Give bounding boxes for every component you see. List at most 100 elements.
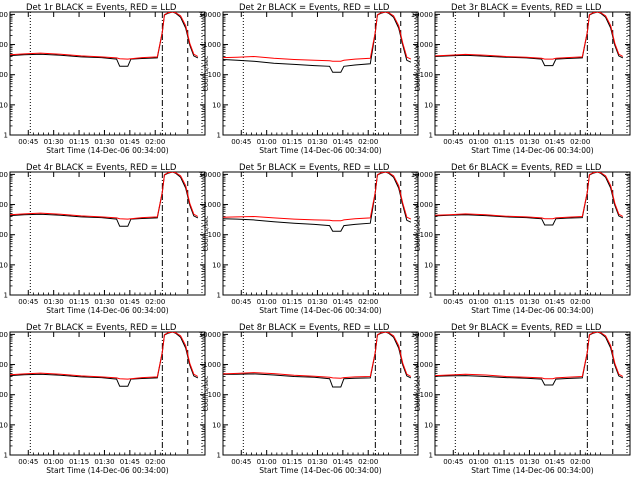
y-tick-label: 1 bbox=[217, 132, 221, 140]
plot-frame bbox=[222, 331, 419, 456]
y-tick-label: 100 bbox=[208, 71, 221, 79]
y-axis-label: Counts/sec bbox=[202, 375, 210, 411]
y-axis-label: Counts/sec bbox=[202, 215, 210, 251]
x-tick-label: 02:00 bbox=[570, 458, 590, 466]
x-tick-label: 01:30 bbox=[94, 298, 114, 306]
x-tick-label: 02:00 bbox=[358, 298, 378, 306]
y-tick-label: 1000 bbox=[203, 201, 221, 209]
y-tick-label: 10 bbox=[212, 261, 221, 269]
y-tick-label: 10 bbox=[212, 421, 221, 429]
x-tick-label: 01:30 bbox=[94, 138, 114, 146]
panel-title: Det 4r BLACK = Events, RED = LLD bbox=[26, 163, 177, 173]
series-lld-line bbox=[223, 172, 412, 222]
plot-frame bbox=[9, 11, 206, 136]
y-axis-label: Counts/sec bbox=[202, 55, 210, 91]
y-tick-label: 1 bbox=[4, 292, 8, 300]
x-tick-label: 01:15 bbox=[494, 298, 514, 306]
x-tick-label: 01:00 bbox=[469, 138, 489, 146]
y-tick-label: 10000 bbox=[199, 171, 221, 179]
x-tick-label: 01:45 bbox=[120, 458, 140, 466]
x-tick-label: 01:00 bbox=[469, 458, 489, 466]
x-tick-label: 01:30 bbox=[44, 138, 64, 146]
y-tick-label: 10 bbox=[0, 261, 8, 269]
x-tick-label: 01:15 bbox=[494, 138, 514, 146]
x-axis-label: Start Time (14-Dec-06 00:34:00) bbox=[259, 146, 381, 155]
x-tick-label: 00:45 bbox=[18, 138, 38, 146]
series-events-line bbox=[435, 12, 624, 67]
plot-frame bbox=[9, 171, 206, 296]
y-tick-label: 1000 bbox=[415, 41, 433, 49]
x-tick-label: 00:45 bbox=[18, 458, 38, 466]
series-events-line bbox=[10, 332, 199, 387]
x-axis-label: Start Time (14-Dec-06 00:34:00) bbox=[46, 466, 168, 475]
series-lld-line bbox=[10, 332, 199, 380]
y-tick-label: 1 bbox=[217, 292, 221, 300]
plot-frame bbox=[434, 171, 631, 296]
x-tick-label: 01:45 bbox=[333, 298, 353, 306]
y-tick-label: 100 bbox=[420, 71, 433, 79]
x-tick-label: 01:30 bbox=[307, 458, 327, 466]
y-tick-label: 10 bbox=[424, 421, 433, 429]
x-tick-label: 01:45 bbox=[545, 138, 565, 146]
x-tick-label: 01:00 bbox=[44, 458, 64, 466]
x-tick-label: 00:45 bbox=[231, 298, 251, 306]
x-tick-label: 01:45 bbox=[333, 458, 353, 466]
y-tick-label: 10000 bbox=[199, 11, 221, 19]
x-tick-label: 01:30 bbox=[519, 298, 539, 306]
x-tick-label: 01:15 bbox=[69, 298, 89, 306]
x-tick-label: 00:45 bbox=[443, 138, 463, 146]
x-tick-label: 02:00 bbox=[145, 458, 165, 466]
y-tick-label: 10000 bbox=[0, 11, 8, 19]
plot-frame bbox=[222, 11, 419, 136]
y-tick-label: 100 bbox=[420, 231, 433, 239]
y-tick-label: 1000 bbox=[0, 201, 8, 209]
x-tick-label: 01:00 bbox=[469, 298, 489, 306]
series-lld-line bbox=[10, 172, 199, 220]
x-tick-label: 01:00 bbox=[257, 298, 277, 306]
x-tick-label: 01:00 bbox=[257, 138, 277, 146]
x-tick-label: 01:45 bbox=[545, 458, 565, 466]
series-events-line bbox=[435, 332, 624, 386]
x-axis-label: Start Time (14-Dec-06 00:34:00) bbox=[471, 306, 593, 315]
x-tick-label: 01:15 bbox=[69, 138, 89, 146]
x-tick-label: 01:15 bbox=[282, 298, 302, 306]
x-tick-label: 01:15 bbox=[282, 458, 302, 466]
y-tick-label: 10 bbox=[0, 101, 8, 109]
y-tick-label: 10000 bbox=[411, 331, 433, 339]
y-tick-label: 100 bbox=[208, 391, 221, 399]
x-tick-label: 01:15 bbox=[69, 458, 89, 466]
x-tick-label: 01:15 bbox=[494, 458, 514, 466]
panel-title: Det 6r BLACK = Events, RED = LLD bbox=[451, 163, 602, 173]
y-tick-label: 1 bbox=[429, 292, 433, 300]
series-lld-line bbox=[223, 12, 412, 62]
y-tick-label: 10000 bbox=[411, 171, 433, 179]
y-tick-label: 1 bbox=[429, 132, 433, 140]
x-tick-label: 01:45 bbox=[545, 298, 565, 306]
x-tick-label: 01:30 bbox=[44, 298, 64, 306]
x-axis-label: Start Time (14-Dec-06 00:34:00) bbox=[46, 146, 168, 155]
y-tick-label: 1 bbox=[217, 452, 221, 460]
panel-det-1: Det 1r BLACK = Events, RED = LLD 1 10 100 10… bbox=[0, 3, 206, 155]
panel-title: Det 8r BLACK = Events, RED = LLD bbox=[239, 323, 390, 333]
series-events-line bbox=[223, 12, 412, 73]
x-tick-label: 02:00 bbox=[145, 298, 165, 306]
x-tick-label: 01:30 bbox=[307, 298, 327, 306]
x-tick-label: 00:45 bbox=[18, 298, 38, 306]
panel-title: Det 9r BLACK = Events, RED = LLD bbox=[451, 323, 602, 333]
x-tick-label: 02:00 bbox=[358, 458, 378, 466]
y-axis-label: Counts/sec bbox=[414, 55, 422, 91]
panel-title: Det 3r BLACK = Events, RED = LLD bbox=[451, 3, 602, 13]
panel-det-7: Det 7r BLACK = Events, RED = LLD 1 10 100 10… bbox=[0, 323, 206, 475]
plot-frame bbox=[222, 171, 419, 296]
y-tick-label: 10 bbox=[424, 101, 433, 109]
y-tick-label: 100 bbox=[0, 71, 8, 79]
x-tick-label: 00:45 bbox=[231, 138, 251, 146]
panel-det-5: Det 5r BLACK = Events, RED = LLD 1 10 100 10… bbox=[199, 163, 419, 315]
series-events-line bbox=[435, 172, 624, 226]
y-tick-label: 1000 bbox=[203, 41, 221, 49]
y-axis-label: Counts/sec bbox=[414, 215, 422, 251]
y-tick-label: 1 bbox=[4, 132, 8, 140]
plot-frame bbox=[434, 11, 631, 136]
x-tick-label: 02:00 bbox=[358, 138, 378, 146]
